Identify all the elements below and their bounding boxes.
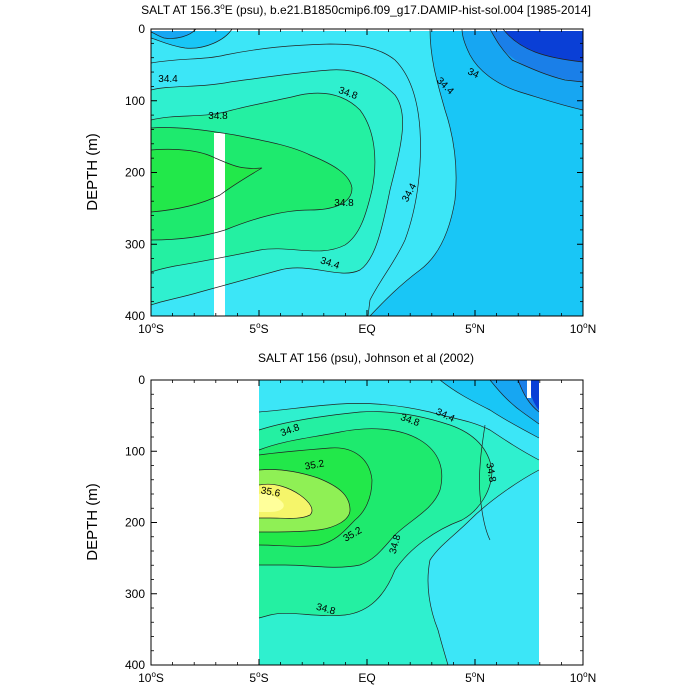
top-title: SALT AT 156.3oE (psu), b.e21.B1850cmip6.…	[141, 2, 591, 17]
bottom-band-34-4-east	[427, 470, 539, 665]
top-x-tick-label: 5oS	[249, 321, 268, 336]
bottom-missing-column	[527, 380, 531, 398]
bottom-x-tick-label: 10oN	[570, 670, 596, 685]
bottom-field	[259, 380, 539, 665]
top-field	[151, 29, 583, 316]
top-band-35-2	[151, 149, 262, 212]
top-y-tick-label: 100	[125, 94, 145, 108]
top-band-33-6-east	[503, 29, 583, 62]
top-contour-label: 34.8	[208, 111, 228, 122]
top-x-tick-label: 5oN	[465, 321, 485, 336]
bottom-y-tick-label: 200	[125, 516, 145, 530]
bottom-y-tick-label: 300	[125, 587, 145, 601]
bottom-axes: 10oS 5oS EQ 5oN 10oN 0 100 200 300 400	[125, 373, 596, 685]
bottom-contour-label: 34.8	[315, 602, 337, 618]
bottom-x-tick-label: EQ	[358, 671, 375, 685]
bottom-contours	[258, 379, 540, 666]
bottom-x-tick-label: 5oN	[465, 670, 485, 685]
top-y-tick-label: 200	[125, 166, 145, 180]
bottom-contour-label: 35.2	[304, 458, 326, 472]
bottom-y-axis-label: DEPTH (m)	[84, 483, 101, 561]
bottom-x-tick-label: 5oS	[249, 670, 268, 685]
bottom-title: SALT AT 156 (psu), Johnson et al (2002)	[258, 351, 474, 365]
top-x-tick-label: 10oS	[138, 321, 164, 336]
bottom-band-35-8	[259, 493, 284, 512]
top-contour-label: 34.4	[158, 74, 178, 85]
bottom-x-tick-label: 10oS	[138, 670, 164, 685]
top-panel: SALT AT 156.3oE (psu), b.e21.B1850cmip6.…	[84, 2, 596, 336]
bottom-band-34-4	[259, 380, 539, 460]
top-band-surface-west-core	[151, 29, 196, 39]
bottom-y-tick-label: 100	[125, 444, 145, 458]
bottom-contour-label: 35.6	[260, 485, 282, 499]
top-contour-label: 34	[466, 66, 481, 81]
top-y-axis-label: DEPTH (m)	[84, 133, 101, 211]
bottom-y-tick-label: 0	[138, 373, 145, 387]
top-axes: 10oS 5oS EQ 5oN 10oN 0 100 200 300 400	[125, 22, 596, 336]
bottom-contour-label: 34.8	[388, 533, 404, 555]
top-missing-column	[214, 133, 225, 316]
top-y-tick-label: 0	[138, 22, 145, 36]
top-y-tick-label: 300	[125, 237, 145, 251]
top-contour-label: 34.8	[334, 198, 354, 209]
top-band-34-2-east	[370, 29, 583, 316]
bottom-panel: SALT AT 156 (psu), Johnson et al (2002)	[84, 351, 596, 685]
top-x-tick-label: 10oN	[570, 321, 596, 336]
bottom-y-tick-label: 400	[125, 658, 145, 672]
bottom-contour-label: 34.8	[483, 462, 497, 484]
top-y-tick-label: 400	[125, 309, 145, 323]
top-contour-labels: 34.4 34.8 34.8 34.4 34 34.8 34.4 34.4	[158, 66, 481, 272]
top-contours	[150, 28, 584, 317]
top-x-tick-label: EQ	[358, 322, 375, 336]
